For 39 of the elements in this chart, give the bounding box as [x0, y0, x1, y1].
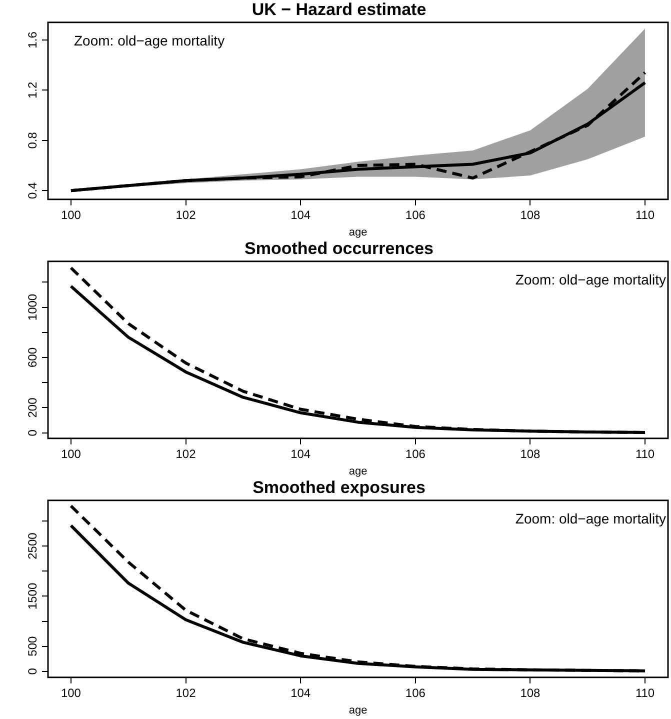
annotation: Zoom: old−age mortality — [74, 32, 225, 48]
x-tick-label: 100 — [60, 446, 82, 461]
y-tick-label: 2500 — [25, 532, 40, 560]
x-tick-label: 104 — [290, 446, 311, 461]
y-tick-label: 1.2 — [25, 82, 40, 99]
x-tick-label: 106 — [405, 686, 426, 700]
x-axis-title: age — [348, 226, 368, 238]
chart-title: UK − Hazard estimate — [252, 0, 426, 19]
y-tick-label: 0.8 — [25, 132, 40, 149]
x-axis-title: age — [348, 704, 368, 716]
chart-title: Smoothed occurrences — [244, 238, 434, 258]
x-axis-title: age — [348, 465, 368, 478]
y-tick-label: 1000 — [25, 294, 40, 321]
x-tick-label: 110 — [635, 208, 655, 222]
y-tick-label: 200 — [25, 397, 40, 418]
annotation: Zoom: old−age mortality — [515, 271, 666, 288]
x-tick-label: 104 — [290, 686, 311, 700]
y-tick-label: 0 — [25, 668, 40, 675]
y-tick-label: 1.6 — [25, 31, 40, 48]
x-tick-label: 100 — [60, 208, 82, 222]
x-tick-label: 104 — [290, 208, 311, 222]
chart-title: Smoothed exposures — [252, 478, 426, 497]
x-tick-label: 106 — [405, 208, 426, 222]
annotation: Zoom: old−age mortality — [515, 510, 666, 526]
x-tick-label: 102 — [176, 686, 196, 700]
x-tick-label: 110 — [635, 446, 655, 461]
y-tick-label: 500 — [25, 636, 40, 656]
y-tick-label: 1500 — [25, 582, 40, 610]
y-tick-label: 0.4 — [25, 182, 40, 199]
x-tick-label: 100 — [60, 686, 82, 700]
y-tick-label: 0 — [25, 429, 40, 436]
x-tick-label: 110 — [635, 686, 655, 700]
x-tick-label: 108 — [520, 208, 541, 222]
x-tick-label: 102 — [176, 208, 196, 222]
x-tick-label: 106 — [405, 446, 426, 461]
y-tick-label: 600 — [25, 347, 40, 368]
x-tick-label: 102 — [176, 446, 196, 461]
x-tick-label: 108 — [520, 446, 541, 461]
x-tick-label: 108 — [520, 686, 541, 700]
